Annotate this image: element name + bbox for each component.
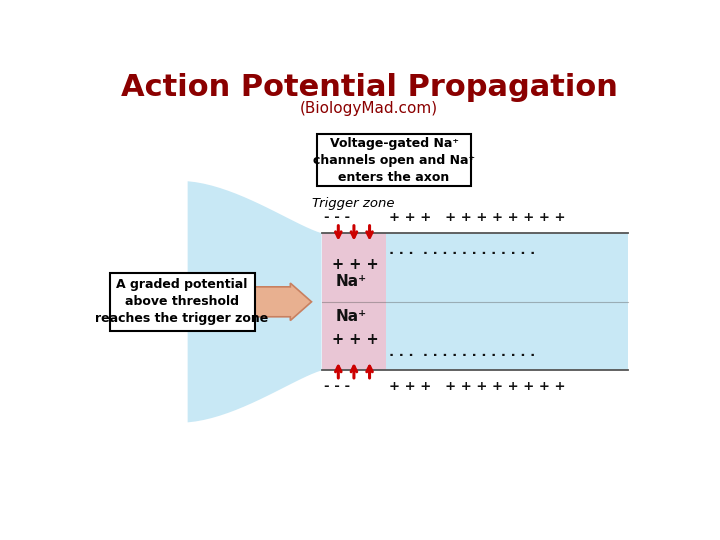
FancyArrow shape [253, 283, 312, 321]
Text: Action Potential Propagation: Action Potential Propagation [120, 73, 618, 102]
Text: (BiologyMad.com): (BiologyMad.com) [300, 101, 438, 116]
Polygon shape [322, 233, 629, 370]
Text: A graded potential
above threshold
reaches the trigger zone: A graded potential above threshold reach… [96, 278, 269, 325]
Text: Na⁺: Na⁺ [336, 274, 366, 288]
FancyBboxPatch shape [318, 134, 471, 186]
Text: Na⁺: Na⁺ [336, 309, 366, 324]
FancyBboxPatch shape [109, 273, 255, 331]
Text: - - -: - - - [324, 380, 351, 393]
Text: - - -: - - - [324, 211, 351, 224]
Text: + + +: + + + [332, 332, 378, 347]
Text: . . .  . . . . . . . . . . . .: . . . . . . . . . . . . . . . [389, 244, 535, 257]
Text: Voltage-gated Na⁺
channels open and Na⁺
enters the axon: Voltage-gated Na⁺ channels open and Na⁺ … [313, 137, 475, 184]
Text: Trigger zone: Trigger zone [312, 197, 395, 210]
Text: . . .  . . . . . . . . . . . .: . . . . . . . . . . . . . . . [389, 347, 535, 360]
Polygon shape [322, 233, 386, 370]
Text: + + +   + + + + + + + +: + + + + + + + + + + + [389, 380, 565, 393]
Polygon shape [188, 181, 322, 422]
Text: + + +   + + + + + + + +: + + + + + + + + + + + [389, 211, 565, 224]
Text: + + +: + + + [332, 257, 378, 272]
